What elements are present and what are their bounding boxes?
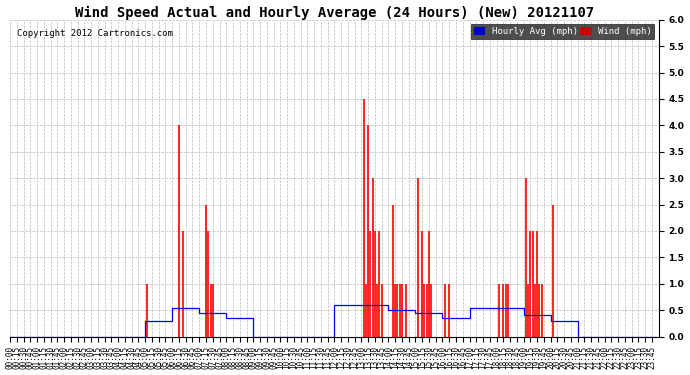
Text: Copyright 2012 Cartronics.com: Copyright 2012 Cartronics.com (17, 29, 172, 38)
Title: Wind Speed Actual and Hourly Average (24 Hours) (New) 20121107: Wind Speed Actual and Hourly Average (24… (75, 6, 594, 20)
Legend: Hourly Avg (mph), Wind (mph): Hourly Avg (mph), Wind (mph) (471, 24, 654, 39)
